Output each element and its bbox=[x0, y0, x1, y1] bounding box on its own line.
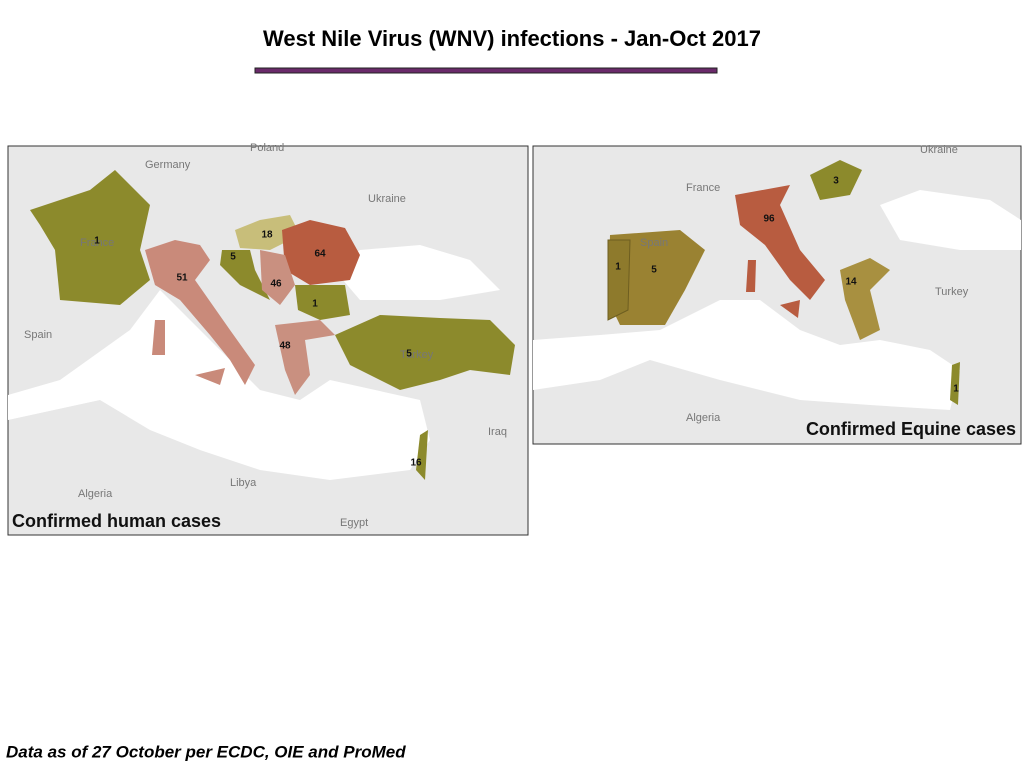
case-count: 5 bbox=[230, 252, 236, 263]
place-label: Algeria bbox=[78, 488, 113, 500]
country bbox=[145, 240, 255, 385]
country bbox=[30, 170, 150, 305]
sea bbox=[533, 300, 960, 410]
place-label: France bbox=[80, 237, 114, 249]
map-caption: Confirmed Equine cases bbox=[806, 419, 1016, 439]
country bbox=[220, 250, 270, 300]
place-label: Turkey bbox=[935, 286, 969, 298]
case-count: 18 bbox=[261, 230, 273, 241]
case-count: 5 bbox=[406, 349, 412, 360]
case-count: 3 bbox=[833, 176, 839, 187]
case-count: 48 bbox=[279, 341, 291, 352]
place-label: Germany bbox=[145, 159, 191, 171]
footnote: Data as of 27 October per ECDC, OIE and … bbox=[6, 742, 406, 761]
country bbox=[608, 230, 705, 325]
country bbox=[950, 362, 960, 405]
country bbox=[735, 185, 825, 300]
case-count: 1 bbox=[312, 299, 318, 310]
place-label: Poland bbox=[250, 142, 284, 154]
sea bbox=[330, 245, 500, 300]
country bbox=[746, 260, 756, 292]
country bbox=[335, 315, 515, 390]
country bbox=[607, 239, 631, 321]
place-label: Iraq bbox=[488, 426, 507, 438]
country bbox=[810, 160, 862, 200]
case-count: 5 bbox=[651, 265, 657, 276]
case-count: 46 bbox=[270, 279, 282, 290]
country bbox=[275, 320, 335, 395]
country bbox=[416, 430, 428, 480]
equine-map bbox=[532, 145, 1022, 445]
sea bbox=[880, 190, 1021, 250]
place-label: Ukraine bbox=[368, 193, 406, 205]
title: West Nile Virus (WNV) infections - Jan-O… bbox=[263, 26, 761, 51]
country bbox=[282, 220, 360, 285]
place-label: Ukraine bbox=[920, 144, 958, 156]
country bbox=[260, 250, 295, 305]
case-count: 1 bbox=[953, 384, 959, 395]
country bbox=[195, 368, 225, 385]
place-label: Algeria bbox=[686, 412, 721, 424]
sea bbox=[8, 290, 430, 480]
case-count: 1 bbox=[94, 236, 100, 247]
country bbox=[780, 300, 800, 318]
country bbox=[295, 285, 350, 320]
country bbox=[152, 320, 165, 355]
human-map bbox=[7, 145, 529, 536]
place-label: Spain bbox=[640, 237, 668, 249]
case-count: 14 bbox=[845, 277, 857, 288]
case-count: 16 bbox=[410, 458, 422, 469]
case-count: 1 bbox=[615, 262, 621, 273]
case-count: 96 bbox=[763, 214, 775, 225]
country bbox=[840, 258, 890, 340]
place-label: Spain bbox=[24, 329, 52, 341]
map-caption: Confirmed human cases bbox=[12, 511, 221, 531]
place-label: Egypt bbox=[340, 517, 368, 529]
place-label: Libya bbox=[230, 477, 257, 489]
case-count: 64 bbox=[314, 249, 326, 260]
place-label: France bbox=[686, 182, 720, 194]
case-count: 51 bbox=[176, 273, 188, 284]
title-rule bbox=[254, 67, 718, 74]
place-label: Turkey bbox=[400, 349, 434, 361]
